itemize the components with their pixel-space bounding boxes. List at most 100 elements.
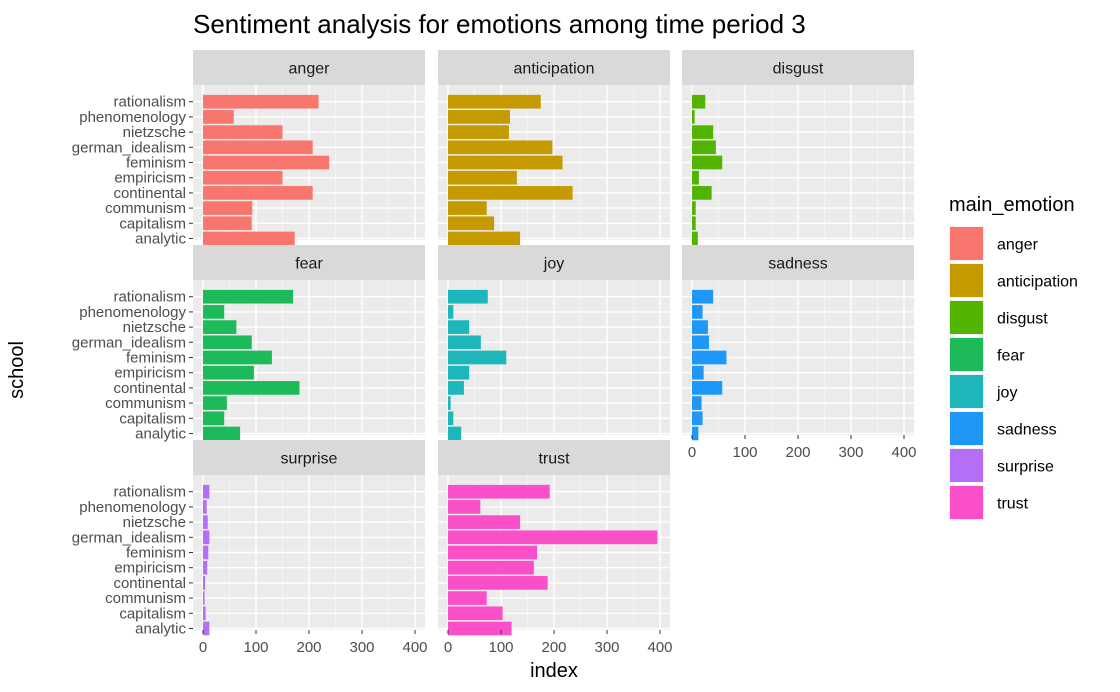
bar-fear-analytic bbox=[203, 426, 241, 441]
y-tick-label: capitalism bbox=[119, 605, 186, 622]
bar-anticipation-analytic bbox=[448, 231, 521, 246]
bar-disgust-analytic bbox=[692, 231, 698, 246]
bar-anger-analytic bbox=[203, 231, 295, 246]
bar-joy-continental bbox=[448, 381, 464, 395]
bar-anticipation-empiricism bbox=[448, 170, 517, 185]
facet-panel-surprise: surprise rationalismphenomenologynietzsch… bbox=[72, 440, 428, 656]
bar-anger-rationalism bbox=[203, 94, 319, 109]
bar-sadness-capitalism bbox=[692, 411, 703, 426]
bar-surprise-capitalism bbox=[203, 606, 206, 621]
bar-anticipation-nietzsche bbox=[448, 125, 509, 139]
bar-trust-rationalism bbox=[448, 484, 550, 499]
legend-swatch-disgust bbox=[950, 301, 983, 334]
bar-fear-communism bbox=[203, 396, 227, 410]
bar-anger-nietzsche bbox=[203, 125, 283, 139]
legend-item-trust: trust bbox=[949, 485, 1029, 520]
y-tick-label: capitalism bbox=[119, 410, 186, 427]
legend-label: joy bbox=[996, 385, 1017, 402]
y-tick-label: analytic bbox=[135, 230, 186, 247]
legend-swatch-trust bbox=[950, 486, 983, 519]
y-tick-label: phenomenology bbox=[79, 499, 186, 516]
bar-joy-communism bbox=[448, 396, 451, 410]
y-tick-label: continental bbox=[113, 380, 186, 397]
x-tick-label: 200 bbox=[541, 639, 566, 656]
legend-item-joy: joy bbox=[949, 374, 1017, 409]
bar-disgust-continental bbox=[692, 186, 712, 200]
bar-trust-nietzsche bbox=[448, 515, 521, 529]
x-tick-label: 0 bbox=[199, 639, 207, 656]
y-tick-label: nietzsche bbox=[123, 319, 186, 336]
facet-strip-sadness bbox=[682, 245, 914, 280]
x-tick-label: 300 bbox=[594, 639, 619, 656]
y-tick-label: nietzsche bbox=[123, 514, 186, 531]
y-tick-label: communism bbox=[105, 395, 186, 412]
y-tick-label: empiricism bbox=[114, 560, 186, 577]
y-tick-label: german_idealism bbox=[72, 139, 186, 156]
y-axis-title: school bbox=[6, 341, 28, 399]
bar-trust-capitalism bbox=[448, 606, 503, 621]
facet-strip-anger bbox=[193, 50, 425, 85]
bar-anger-feminism bbox=[203, 155, 330, 170]
facet-strip-anticipation bbox=[438, 50, 670, 85]
y-tick-label: communism bbox=[105, 200, 186, 217]
facet-panel-joy: joy bbox=[438, 245, 670, 441]
bar-anger-phenomenology bbox=[203, 110, 234, 124]
x-tick-label: 200 bbox=[785, 444, 810, 461]
bar-surprise-german_idealism bbox=[203, 530, 210, 545]
bar-trust-german_idealism bbox=[448, 530, 658, 545]
bar-surprise-feminism bbox=[203, 545, 209, 560]
facet-panel-sadness: sadness 0 100 200 300 400 bbox=[682, 245, 917, 461]
legend-label: disgust bbox=[997, 311, 1048, 328]
bar-anger-continental bbox=[203, 186, 313, 200]
legend-label: anger bbox=[997, 237, 1039, 254]
bar-disgust-nietzsche bbox=[692, 125, 714, 139]
y-tick-label: analytic bbox=[135, 425, 186, 442]
bar-surprise-nietzsche bbox=[203, 515, 208, 529]
x-tick-label: 200 bbox=[296, 639, 321, 656]
x-tick-label: 100 bbox=[488, 639, 513, 656]
bar-anger-capitalism bbox=[203, 216, 252, 231]
x-tick-label: 0 bbox=[688, 444, 696, 461]
y-tick-label: capitalism bbox=[119, 215, 186, 232]
bar-joy-nietzsche bbox=[448, 320, 470, 334]
x-tick-label: 300 bbox=[838, 444, 863, 461]
bar-joy-analytic bbox=[448, 426, 462, 441]
bar-surprise-continental bbox=[203, 576, 206, 590]
bar-sadness-analytic bbox=[692, 426, 699, 441]
bar-joy-capitalism bbox=[448, 411, 454, 426]
facet-panels: angerrationalismphenomenologynietzschege… bbox=[72, 50, 917, 656]
bar-disgust-feminism bbox=[692, 155, 723, 170]
legend-swatch-fear bbox=[950, 338, 983, 371]
legend-label: surprise bbox=[997, 459, 1054, 476]
legend-item-surprise: surprise bbox=[949, 448, 1054, 483]
bar-joy-german_idealism bbox=[448, 335, 481, 350]
bar-trust-phenomenology bbox=[448, 500, 481, 514]
bar-sadness-feminism bbox=[692, 350, 727, 365]
bar-sadness-continental bbox=[692, 381, 723, 395]
bar-sadness-german_idealism bbox=[692, 335, 709, 350]
bar-disgust-german_idealism bbox=[692, 140, 716, 155]
y-tick-label: phenomenology bbox=[79, 304, 186, 321]
y-tick-label: communism bbox=[105, 590, 186, 607]
x-tick-label: 400 bbox=[891, 444, 916, 461]
bar-sadness-empiricism bbox=[692, 365, 704, 380]
facet-strip-fear bbox=[193, 245, 425, 280]
legend-swatch-joy bbox=[950, 375, 983, 408]
legend-label: sadness bbox=[997, 422, 1057, 439]
bar-anger-empiricism bbox=[203, 170, 283, 185]
y-tick-label: phenomenology bbox=[79, 109, 186, 126]
legend-item-anticipation: anticipation bbox=[949, 263, 1078, 298]
facet-strip-label: trust bbox=[538, 451, 570, 468]
x-tick-label: 0 bbox=[444, 639, 452, 656]
bar-anticipation-phenomenology bbox=[448, 110, 511, 124]
bar-trust-feminism bbox=[448, 545, 538, 560]
bar-surprise-rationalism bbox=[203, 484, 210, 499]
bar-surprise-empiricism bbox=[203, 560, 208, 575]
bar-sadness-phenomenology bbox=[692, 305, 703, 319]
bar-fear-empiricism bbox=[203, 365, 254, 380]
bar-anticipation-rationalism bbox=[448, 94, 541, 109]
y-tick-label: rationalism bbox=[113, 289, 186, 306]
bar-surprise-communism bbox=[203, 591, 205, 605]
y-tick-label: continental bbox=[113, 185, 186, 202]
